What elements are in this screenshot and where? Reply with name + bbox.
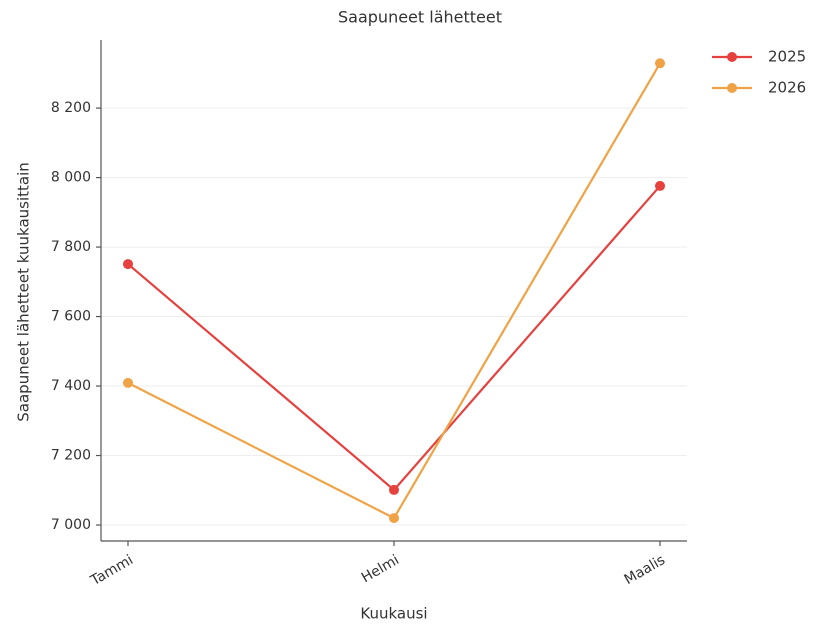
y-tick-label: 8 200 bbox=[51, 100, 91, 116]
legend-marker bbox=[727, 52, 737, 62]
legend-label: 2026 bbox=[768, 79, 806, 97]
series-line bbox=[127, 185, 661, 492]
point bbox=[389, 513, 399, 524]
series-line bbox=[127, 62, 661, 520]
x-axis-label: Kuukausi bbox=[360, 605, 427, 623]
x-tick-label: Tammi bbox=[87, 552, 136, 589]
point bbox=[389, 484, 399, 495]
chart-title: Saapuneet lähetteet bbox=[338, 8, 502, 27]
point bbox=[655, 180, 665, 191]
y-tick-label: 7 600 bbox=[51, 309, 91, 325]
point bbox=[123, 259, 133, 270]
x-tick-label: Maalis bbox=[622, 552, 668, 588]
y-tick-label: 7 800 bbox=[51, 239, 91, 255]
legend-label: 2025 bbox=[768, 48, 806, 66]
legend-marker bbox=[727, 83, 737, 93]
y-tick-label: 7 400 bbox=[51, 378, 91, 394]
point bbox=[655, 58, 665, 69]
y-tick-label: 8 000 bbox=[51, 170, 91, 186]
x-tick-label: Helmi bbox=[359, 552, 402, 586]
y-tick-label: 7 200 bbox=[51, 448, 91, 464]
y-axis-label: Saapuneet lähetteet kuukausittain bbox=[15, 162, 33, 421]
y-tick-label: 7 000 bbox=[51, 517, 91, 533]
point bbox=[123, 377, 133, 388]
